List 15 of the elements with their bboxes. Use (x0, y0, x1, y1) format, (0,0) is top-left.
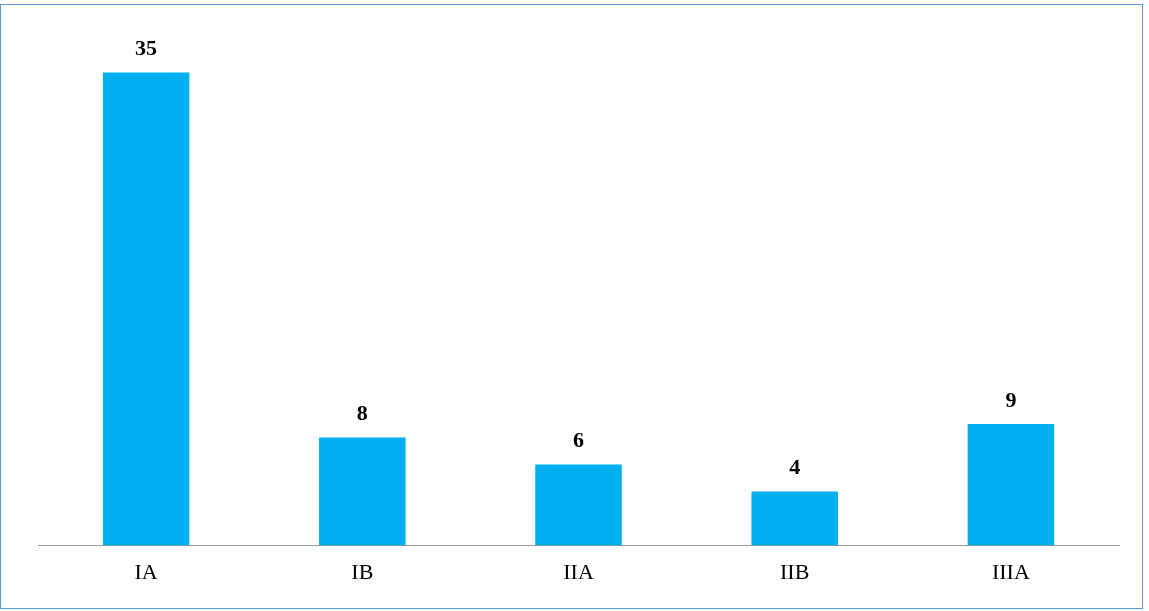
data-label: 35 (135, 35, 158, 61)
data-label: 6 (573, 427, 584, 453)
x-tick-label: IIB (780, 558, 810, 584)
x-tick-label: IIIA (991, 558, 1030, 584)
bar (535, 464, 622, 546)
bar (102, 72, 190, 546)
data-label: 4 (789, 454, 801, 480)
bar (967, 423, 1055, 546)
bar (751, 491, 838, 546)
x-tick-label: IB (351, 558, 374, 584)
data-label: 9 (1005, 386, 1017, 412)
x-tick-label: IA (134, 558, 158, 584)
bar (319, 437, 406, 546)
x-tick-label: IIA (563, 558, 594, 584)
data-label: 8 (356, 400, 368, 426)
